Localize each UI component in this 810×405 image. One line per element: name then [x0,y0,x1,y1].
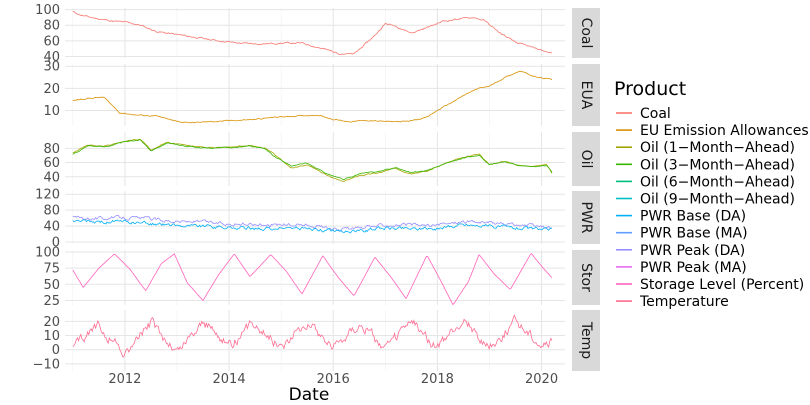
legend-item-oil-3-month-ahead: Oil (3−Month−Ahead) [616,157,795,173]
legend-title: Product [614,78,686,100]
legend-label: EU Emission Allowances [640,123,809,139]
y-tick-label: 10 [43,329,60,344]
y-tick-label: 60 [43,156,60,171]
series-line-coal [72,11,553,55]
legend-label: Temperature [639,294,729,310]
y-tick-label: 100 [35,245,60,260]
legend-item-coal: Coal [616,106,671,122]
y-tick-label: 120 [35,188,60,203]
legend-label: Oil (3−Month−Ahead) [640,157,795,173]
x-tick-label: 2016 [317,372,350,387]
y-tick-label: 0 [52,236,60,251]
legend-item-storage-level-percent: Storage Level (Percent) [616,277,804,293]
series-line-storage-level-percent [72,253,553,305]
y-tick-label: 60 [43,34,60,49]
facet-strip [572,310,600,371]
y-tick-label: 40 [43,50,60,65]
y-tick-label: 20 [43,315,60,330]
legend-label: Oil (6−Month−Ahead) [640,174,795,190]
facet-strip [572,132,600,186]
legend-item-oil-9-month-ahead: Oil (9−Month−Ahead) [616,192,795,208]
series-line-eu-emission-allowances [72,70,553,124]
facet-strip-label: PWR [578,201,594,233]
legend-label: Coal [640,106,671,122]
y-tick-label: 20 [43,82,60,97]
x-tick-label: 2018 [421,372,454,387]
y-tick-label: 80 [43,204,60,219]
y-tick-label: 100 [35,3,60,18]
legend-label: Storage Level (Percent) [640,277,804,293]
legend-item-pwr-peak-ma: PWR Peak (MA) [616,260,747,276]
facet-strip-label: Oil [578,150,594,169]
facet-strip [572,8,600,58]
y-tick-label: 80 [43,142,60,157]
legend-label: PWR Base (MA) [640,226,748,242]
series-line-temperature [72,314,553,358]
legend-item-oil-1-month-ahead: Oil (1−Month−Ahead) [616,140,795,156]
panel-background [65,250,565,305]
x-tick-label: 2012 [108,372,141,387]
x-axis: 2012 2014 2016 2018 2020 [108,372,558,387]
series-line-pwr-base-da [72,219,552,234]
x-tick-label: 2014 [213,372,246,387]
facet-strip-label: EUA [578,81,594,110]
y-tick-label: 40 [43,170,60,185]
legend-label: PWR Peak (MA) [640,260,747,276]
y-tick-label: 10 [43,104,60,119]
y-tick-label: 80 [43,19,60,34]
y-tick-label: 40 [43,220,60,235]
legend-label: PWR Peak (DA) [640,243,745,259]
panel-background [65,310,565,371]
facet-strip-label: Temp [578,321,594,359]
panels: 100806040Coal302010EUA806040Oil12080400P… [33,3,600,372]
series-line-pwr-peak-da [72,214,553,232]
y-tick-label: 0 [52,343,60,358]
legend-label: Oil (1−Month−Ahead) [640,140,795,156]
panel-background [65,64,565,126]
y-tick-label: 25 [43,294,60,309]
facet-strip [572,250,600,305]
panel-eua: 30 20 10 EUA [43,60,600,126]
facet-strip-label: Stor [578,263,594,292]
y-tick-label: −10 [33,357,60,372]
legend-item-temperature: Temperature [616,294,729,310]
facet-strip [572,64,600,126]
series-line-oil-3-month-ahead [72,139,553,181]
panel-background [65,191,565,244]
facet-strip [572,191,600,244]
legend-label: Oil (9−Month−Ahead) [640,192,795,208]
panel-background [65,8,565,58]
y-tick-label: 30 [43,60,60,75]
series-line-oil-1-month-ahead [72,138,553,182]
legend-item-eu-emission-allowances: EU Emission Allowances [616,123,809,139]
y-tick-label: 75 [43,262,60,277]
facet-strip-label: Coal [578,18,594,49]
y-tick-label: 50 [43,278,60,293]
legend-item-pwr-peak-da: PWR Peak (DA) [616,243,745,259]
legend-label: PWR Base (DA) [640,209,746,225]
x-axis-title: Date [289,385,330,405]
x-tick-label: 2020 [525,372,558,387]
legend-item-pwr-base-da: PWR Base (DA) [616,209,746,225]
legend-item-pwr-base-ma: PWR Base (MA) [616,226,748,242]
legend-item-oil-6-month-ahead: Oil (6−Month−Ahead) [616,174,795,190]
